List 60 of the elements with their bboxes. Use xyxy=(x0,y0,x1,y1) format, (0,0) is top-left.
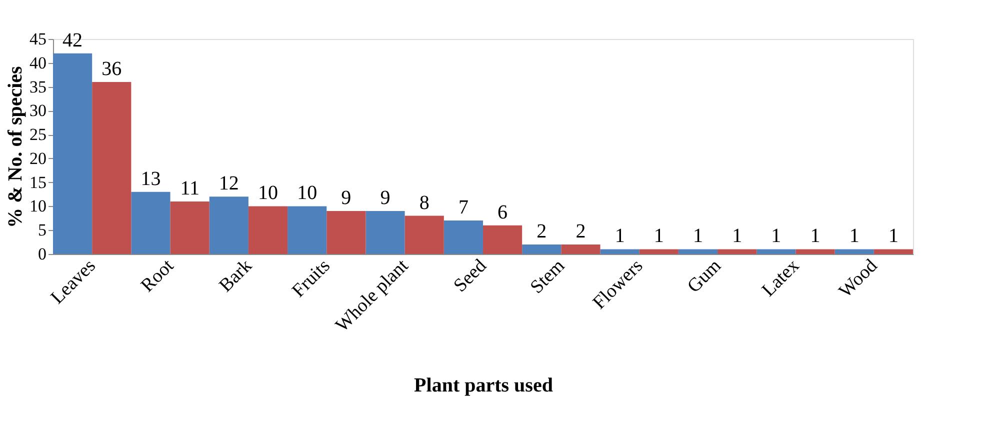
x-tick-label: Gum xyxy=(684,255,726,298)
y-tick-label: 5 xyxy=(38,220,46,240)
data-label: 6 xyxy=(498,201,508,224)
data-label: 7 xyxy=(458,196,468,219)
bar xyxy=(678,249,718,254)
data-label: 11 xyxy=(180,177,200,200)
bar xyxy=(131,192,170,254)
x-tick-label: Stem xyxy=(526,255,570,298)
y-tick-label: 45 xyxy=(30,30,46,48)
x-axis-title: Plant parts used xyxy=(414,374,553,397)
bar xyxy=(53,53,92,254)
x-tick-label: Bark xyxy=(215,255,257,296)
data-label: 9 xyxy=(341,187,352,209)
data-label: 2 xyxy=(536,220,547,242)
data-label: 1 xyxy=(888,225,898,248)
y-tick-label: 20 xyxy=(30,148,46,168)
y-tick-label: 25 xyxy=(30,125,46,144)
bar xyxy=(718,249,757,254)
data-label: 9 xyxy=(380,187,390,209)
bar xyxy=(170,201,210,254)
data-label: 13 xyxy=(140,168,161,190)
bar xyxy=(561,244,600,254)
y-tick-label: 0 xyxy=(38,244,46,264)
bar xyxy=(639,249,678,254)
bar xyxy=(834,249,874,254)
data-label: 10 xyxy=(258,182,278,204)
bar xyxy=(248,206,288,254)
y-tick-label: 35 xyxy=(30,77,46,96)
bar xyxy=(366,211,405,254)
y-tick-label: 15 xyxy=(30,172,46,192)
x-tick-label: Root xyxy=(137,254,179,296)
bar xyxy=(522,244,562,254)
bar xyxy=(796,249,835,254)
bar xyxy=(92,82,132,254)
y-tick-label: 30 xyxy=(30,101,46,120)
data-label: 10 xyxy=(297,182,318,204)
data-label: 1 xyxy=(732,225,742,248)
y-axis-title: % & No. of species xyxy=(4,66,26,228)
data-label: 2 xyxy=(576,220,586,242)
bar xyxy=(874,249,913,254)
data-label: 12 xyxy=(218,172,239,195)
bar xyxy=(756,249,796,254)
data-label: 8 xyxy=(419,192,430,214)
data-label: 1 xyxy=(614,225,625,248)
bar xyxy=(600,249,640,254)
y-tick-label: 40 xyxy=(30,53,46,72)
data-label: 1 xyxy=(849,225,860,248)
data-label: 1 xyxy=(771,225,782,248)
y-tick-label: 10 xyxy=(30,196,46,216)
data-label: 1 xyxy=(654,225,664,248)
data-label: 42 xyxy=(62,29,83,52)
bar xyxy=(288,206,327,254)
data-label: 1 xyxy=(693,225,703,248)
bar xyxy=(404,216,444,254)
bar xyxy=(483,225,522,254)
bar xyxy=(444,220,483,254)
data-label: 36 xyxy=(102,58,122,80)
bar xyxy=(209,196,248,254)
bar xyxy=(326,211,366,254)
data-label: 1 xyxy=(810,225,820,248)
